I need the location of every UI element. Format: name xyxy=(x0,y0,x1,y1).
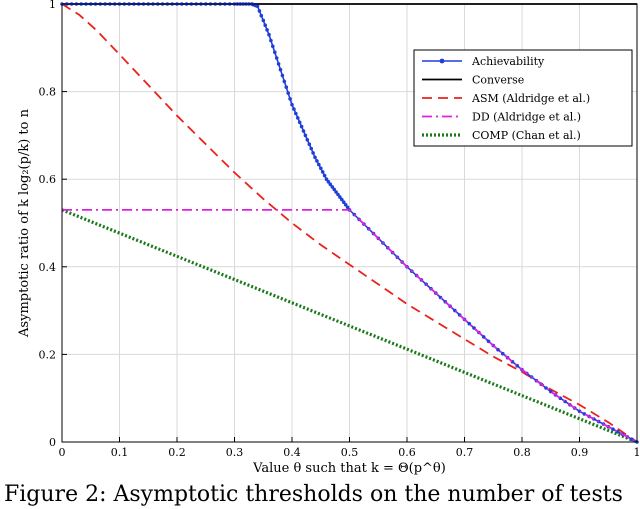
data-point xyxy=(269,38,273,43)
data-point xyxy=(319,166,323,171)
legend-label-converse: Converse xyxy=(472,74,524,87)
y-tick-label: 1 xyxy=(49,0,56,11)
legend-marker xyxy=(439,58,445,64)
data-point xyxy=(294,111,298,116)
y-tick-label: 0 xyxy=(49,436,56,449)
data-point xyxy=(288,97,292,101)
data-point xyxy=(311,151,315,155)
data-point xyxy=(280,73,285,78)
x-tick-label: 0.6 xyxy=(398,446,416,459)
x-tick-label: 0.7 xyxy=(456,446,474,459)
legend: Achievability Converse ASM (Aldridge et al… xyxy=(413,49,633,147)
x-tick-label: 0.3 xyxy=(226,446,244,459)
data-point xyxy=(320,170,325,174)
data-point xyxy=(343,203,348,207)
data-point xyxy=(340,197,344,202)
x-tick-label: 0.1 xyxy=(111,446,129,459)
data-point xyxy=(261,18,266,23)
data-point xyxy=(336,192,340,197)
x-tick-label: 1 xyxy=(634,446,640,459)
y-tick-label: 0.4 xyxy=(39,261,57,274)
x-tick-label: 0.4 xyxy=(283,446,301,459)
series-dd-aldridge-et-al xyxy=(62,208,638,443)
data-point xyxy=(273,50,277,54)
data-point xyxy=(265,28,269,32)
y-tick-label: 0.8 xyxy=(39,86,57,99)
figure-caption: Figure 2: Asymptotic thresholds on the n… xyxy=(4,482,623,507)
data-point xyxy=(286,91,291,95)
data-point xyxy=(315,159,319,163)
x-tick-label: 0.2 xyxy=(168,446,186,459)
data-point xyxy=(282,79,287,84)
data-point xyxy=(255,4,260,8)
data-point xyxy=(334,190,338,194)
data-point xyxy=(297,120,302,125)
x-tick-label: 0.8 xyxy=(513,446,531,459)
legend-label-dd-aldridge-et-al: DD (Aldridge et al.) xyxy=(472,111,581,124)
x-tick-label: 0 xyxy=(59,446,66,459)
data-point xyxy=(303,133,308,138)
data-point xyxy=(259,13,264,18)
data-point xyxy=(330,185,335,189)
legend-box xyxy=(413,49,633,147)
data-point xyxy=(296,116,300,120)
x-tick-label: 0.9 xyxy=(571,446,589,459)
data-point xyxy=(276,62,281,66)
data-point xyxy=(324,177,329,181)
data-point xyxy=(328,182,333,187)
data-point xyxy=(501,351,505,356)
x-axis-label: Value θ such that k = Θ(p^θ) xyxy=(252,461,446,476)
legend-label-asm-aldridge-et-al: ASM (Aldridge et al.) xyxy=(471,92,590,105)
data-point xyxy=(290,102,294,107)
series-comp-chan-et-al xyxy=(61,208,638,444)
data-point xyxy=(326,180,331,184)
data-point xyxy=(332,187,337,192)
y-axis-label: Asymptotic ratio of k log₂(p/k) to n xyxy=(17,108,32,338)
data-point xyxy=(481,335,486,339)
data-point xyxy=(611,427,615,432)
data-point xyxy=(307,142,312,146)
data-point xyxy=(267,32,271,37)
x-tick-label: 0.5 xyxy=(341,446,359,459)
data-point xyxy=(271,44,275,49)
y-tick-label: 0.6 xyxy=(39,173,57,186)
chart: 0 0.1 0.2 0.3 0.4 0.5 0.6 0.7 0.8 0.9 1 0 0.2 0.4 0.6 0… xyxy=(17,0,640,476)
data-point xyxy=(301,129,306,133)
data-point xyxy=(345,205,350,210)
data-point xyxy=(292,107,296,111)
data-point xyxy=(309,146,314,151)
data-point xyxy=(274,56,279,60)
data-point xyxy=(317,162,321,167)
data-point xyxy=(263,23,268,28)
data-point xyxy=(496,347,500,352)
data-point xyxy=(322,173,327,178)
data-point xyxy=(305,138,310,142)
data-point xyxy=(313,155,317,160)
data-point xyxy=(338,195,342,199)
data-point xyxy=(284,85,289,89)
ticks: 0 0.1 0.2 0.3 0.4 0.5 0.6 0.7 0.8 0.9 1 0 0.2 0.4 0.6 0… xyxy=(39,0,640,459)
y-tick-label: 0.2 xyxy=(39,348,57,361)
data-point xyxy=(278,67,283,72)
data-point xyxy=(342,200,346,204)
data-point xyxy=(257,9,262,13)
legend-label-comp-chan-et-al: COMP (Chan et al.) xyxy=(472,129,581,142)
legend-label-achievability: Achievability xyxy=(471,55,545,68)
data-point xyxy=(299,124,304,129)
